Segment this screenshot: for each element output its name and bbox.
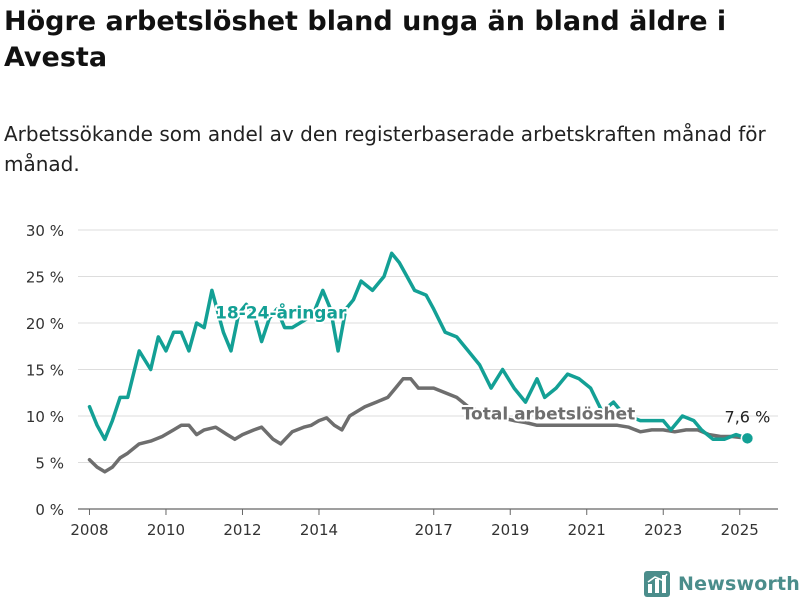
y-tick-label: 20 % [26, 315, 64, 333]
y-tick-label: 25 % [26, 269, 64, 287]
x-tick-label: 2012 [223, 521, 261, 539]
x-tick-label: 2019 [491, 521, 529, 539]
series-labels: 18-24-åringar Total arbetslöshet 7,6 % [213, 299, 771, 446]
series-lines [87, 251, 750, 474]
x-tick-label: 2010 [147, 521, 185, 539]
y-tick-label: 0 % [35, 501, 64, 519]
y-axis-tick-labels: 0 % 5 % 10 % 15 % 20 % 25 % 30 % [26, 222, 64, 519]
gridlines [78, 229, 778, 510]
y-tick-label: 30 % [26, 222, 64, 240]
newsworthy-logo-icon [644, 571, 670, 597]
y-tick-label: 15 % [26, 362, 64, 380]
y-tick-label: 10 % [26, 408, 64, 426]
brand-name: Newsworthy [678, 573, 800, 595]
series-label: 18-24-åringar [215, 301, 347, 323]
x-tick-label: 2017 [415, 521, 453, 539]
x-tick-label: 2025 [721, 521, 759, 539]
final-value-marker [740, 431, 755, 446]
x-tick-label: 2014 [300, 521, 338, 539]
brand[interactable]: Newsworthy [644, 569, 800, 599]
chart-title: Högre arbetslöshet bland unga än bland ä… [4, 6, 727, 73]
final-value-label: 7,6 % [725, 407, 771, 426]
chart-subtitle: Arbetssökande som andel av den registerb… [4, 122, 766, 176]
x-tick-label: 2008 [70, 521, 108, 539]
x-tick-label: 2021 [568, 521, 606, 539]
series-line [87, 377, 750, 474]
series-label: Total arbetslöshet [462, 405, 636, 425]
x-tick-label: 2023 [644, 521, 682, 539]
x-axis: 2008 2010 2012 2014 2017 2019 2021 2023 2025 [70, 509, 759, 539]
series-line [87, 251, 750, 442]
y-tick-label: 5 % [35, 455, 64, 473]
